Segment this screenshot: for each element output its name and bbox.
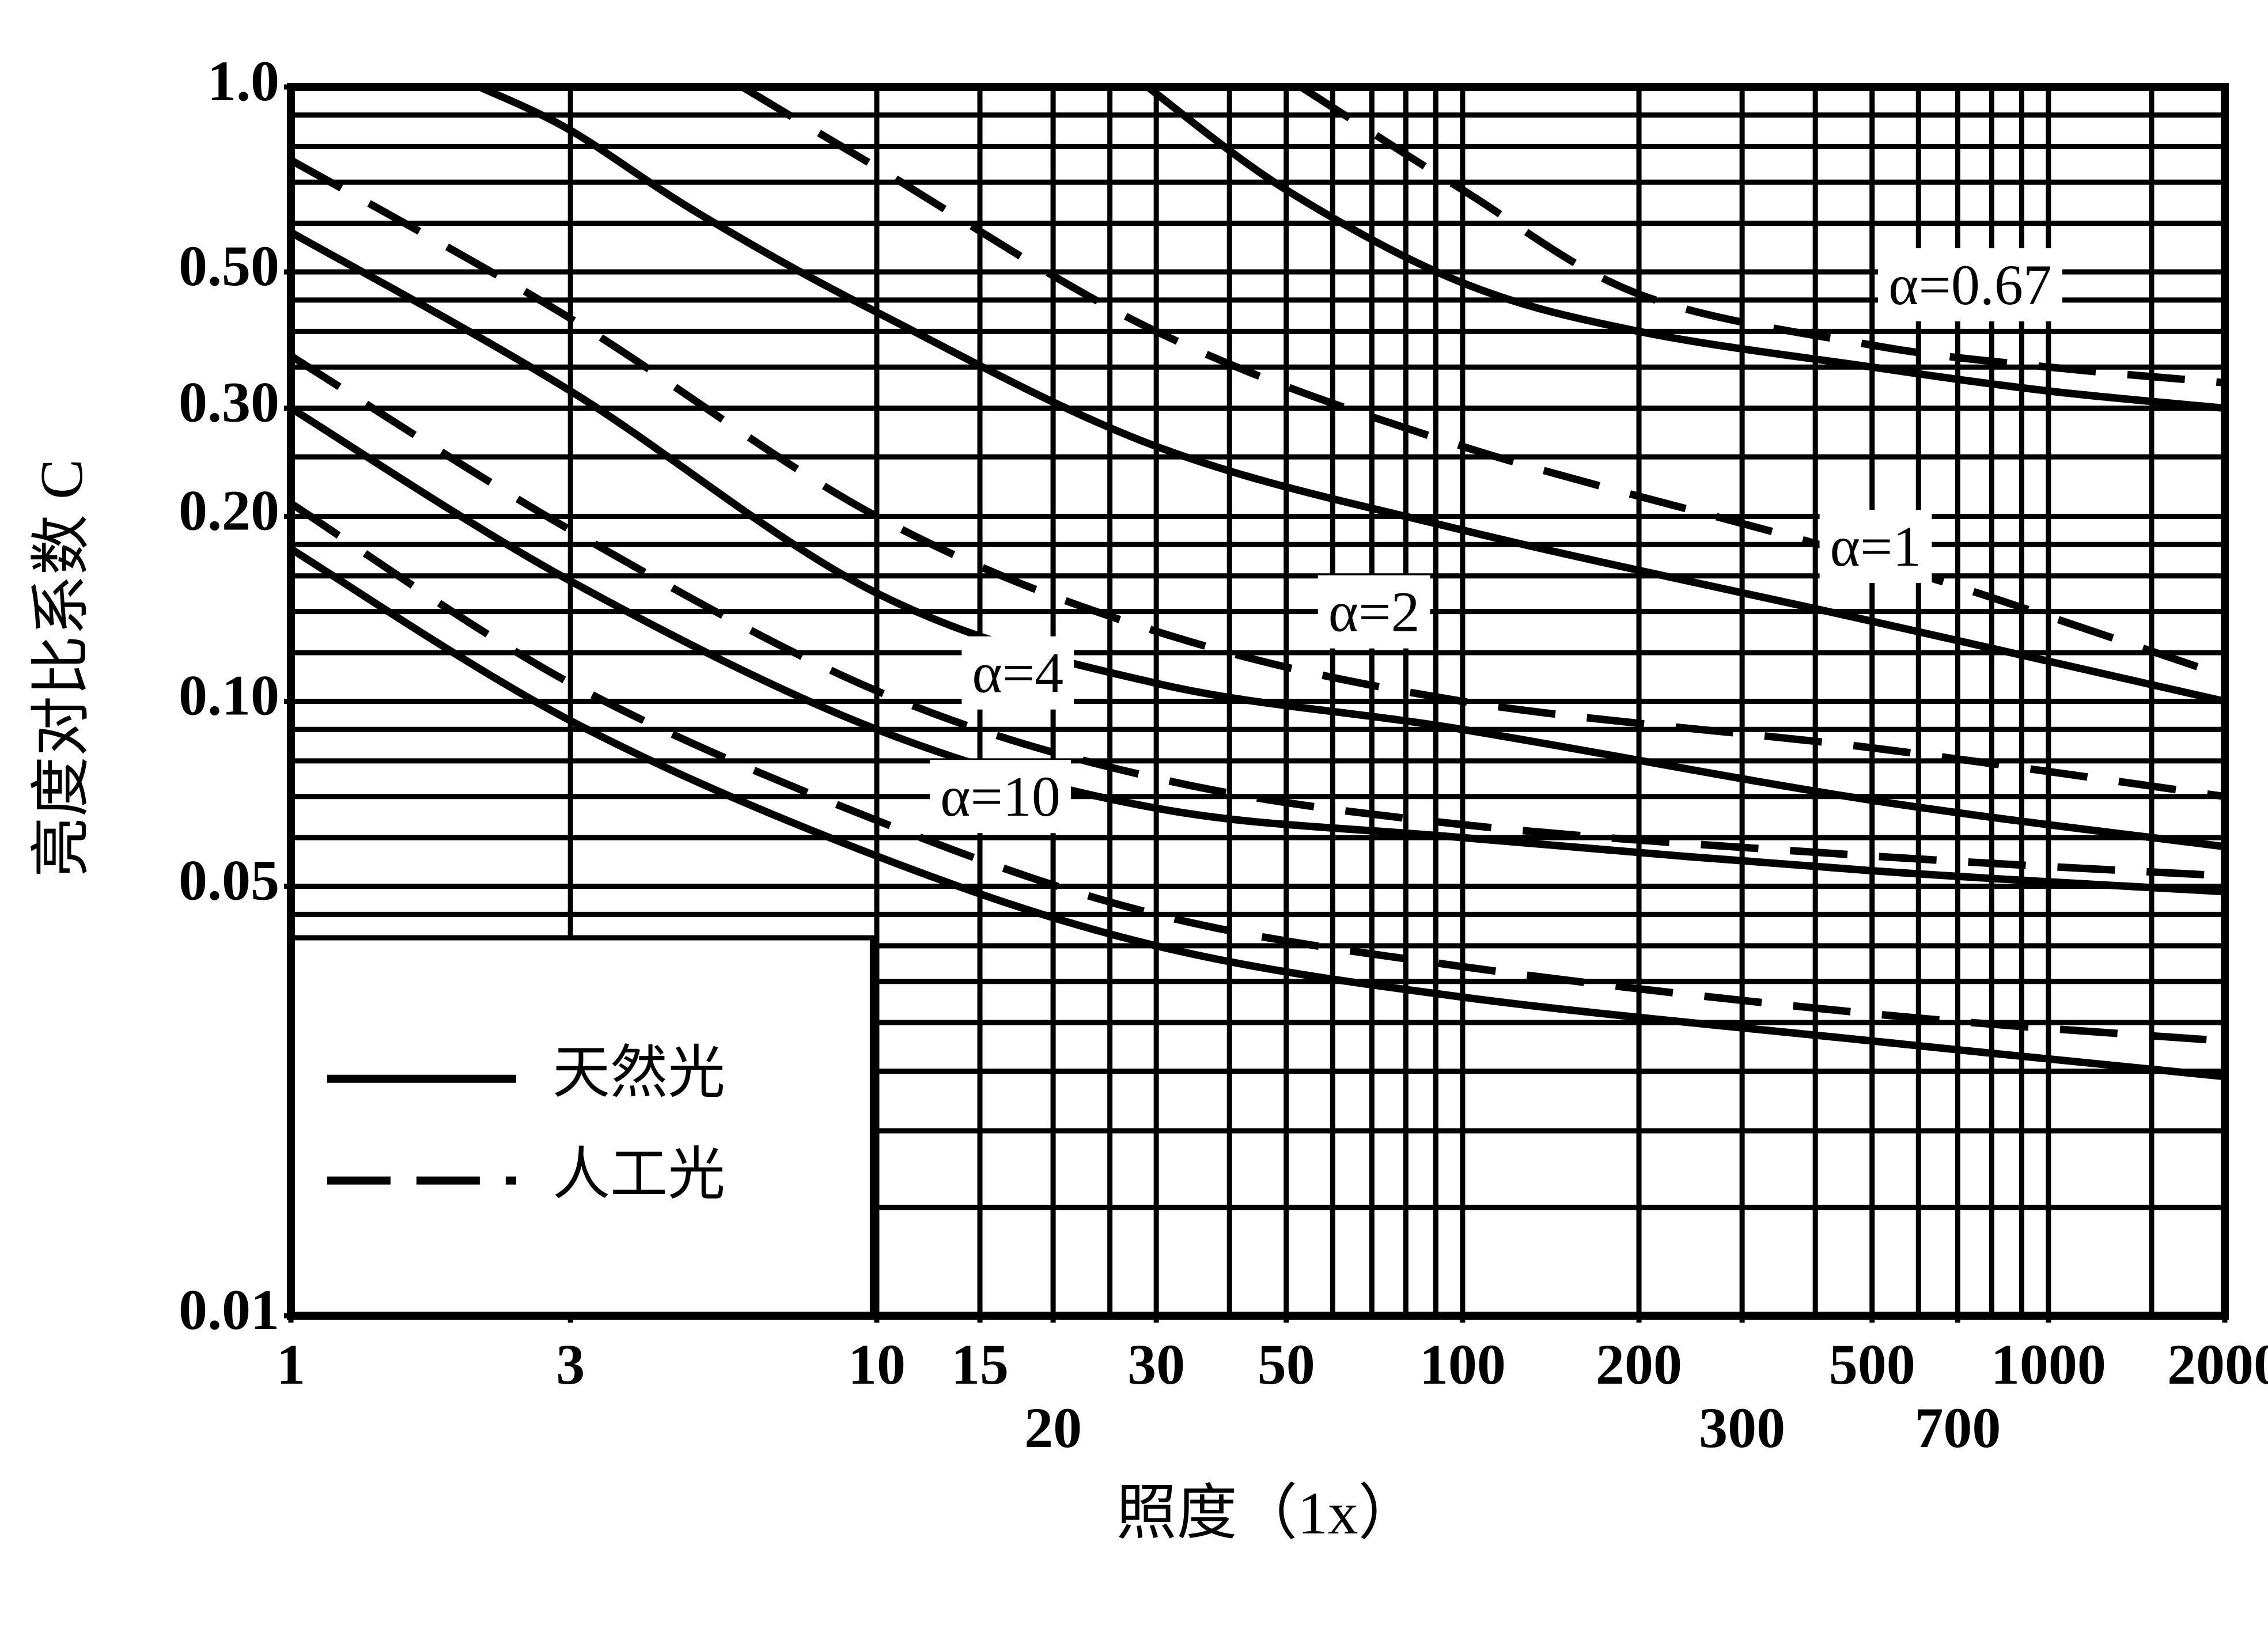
x-tick-label: 100 bbox=[1419, 1332, 1506, 1396]
x-tick-label: 30 bbox=[1127, 1332, 1185, 1396]
curve-label: α=4 bbox=[972, 641, 1063, 705]
x-tick-label: 3 bbox=[556, 1332, 585, 1396]
legend-label: 人工光 bbox=[552, 1142, 725, 1206]
solid-line bbox=[289, 405, 2225, 896]
curves bbox=[289, 84, 2227, 1081]
x-tick-label: 1000 bbox=[1991, 1332, 2106, 1396]
dashed-line bbox=[289, 157, 2225, 801]
grid bbox=[288, 84, 2228, 1316]
curve-label: α=1 bbox=[1830, 514, 1922, 578]
dashed-line bbox=[1299, 84, 2225, 387]
x-axis-label: 照度（1x） bbox=[1116, 1479, 1418, 1547]
x-tick-label: 1 bbox=[277, 1332, 305, 1396]
curve-label: α=10 bbox=[940, 764, 1061, 828]
x-tick-label: 700 bbox=[1914, 1396, 2001, 1460]
y-tick-label: 0.20 bbox=[179, 478, 279, 542]
y-tick-label: 1.0 bbox=[207, 49, 279, 113]
y-tick-label: 0.50 bbox=[179, 234, 279, 298]
x-tick-label: 500 bbox=[1829, 1332, 1915, 1396]
dashed-line bbox=[740, 84, 2227, 680]
solid-line bbox=[1145, 84, 2225, 412]
y-tick-label: 0.10 bbox=[179, 663, 279, 727]
x-tick-label: 2000 bbox=[2167, 1332, 2268, 1396]
curve-label: α=0.67 bbox=[1888, 253, 2052, 317]
y-tick-label: 0.01 bbox=[179, 1278, 279, 1342]
curve-label: α=2 bbox=[1328, 580, 1420, 644]
y-tick-label: 0.30 bbox=[179, 370, 279, 434]
x-tick-label: 10 bbox=[848, 1332, 906, 1396]
label-background bbox=[1878, 248, 2062, 321]
label-background bbox=[1819, 510, 1932, 584]
solid-line bbox=[289, 546, 2225, 1081]
label-background bbox=[930, 760, 1071, 834]
x-tick-label: 300 bbox=[1699, 1396, 1785, 1460]
solid-line bbox=[478, 84, 2226, 705]
x-tick-label: 200 bbox=[1596, 1332, 1682, 1396]
legend-label: 天然光 bbox=[552, 1041, 725, 1105]
label-background bbox=[1317, 575, 1430, 649]
annotations: α=0.67 α=1 α=2 α=4 α=10 bbox=[930, 248, 2062, 834]
x-tick-label: 50 bbox=[1258, 1332, 1315, 1396]
y-tick-label: 0.05 bbox=[179, 849, 279, 912]
y-axis-label: 亮度对比系数 C bbox=[28, 459, 95, 877]
legend-box bbox=[288, 935, 875, 1319]
x-tick-label: 15 bbox=[951, 1332, 1009, 1396]
label-background bbox=[961, 636, 1074, 710]
solid-line bbox=[289, 229, 2225, 851]
x-tick-label: 20 bbox=[1024, 1396, 1082, 1460]
